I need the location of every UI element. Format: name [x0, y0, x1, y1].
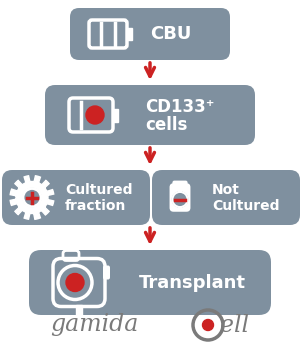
FancyBboxPatch shape	[2, 170, 150, 225]
Circle shape	[23, 188, 41, 207]
Text: fraction: fraction	[65, 200, 126, 214]
Circle shape	[172, 192, 188, 207]
Text: Transplant: Transplant	[139, 274, 246, 291]
Bar	[127, 28, 132, 40]
FancyBboxPatch shape	[172, 180, 188, 187]
Text: Cultured: Cultured	[212, 200, 280, 214]
FancyBboxPatch shape	[70, 8, 230, 60]
Text: ell: ell	[220, 313, 249, 336]
Circle shape	[66, 274, 84, 291]
Text: Cultured: Cultured	[65, 183, 133, 196]
FancyBboxPatch shape	[169, 183, 190, 212]
Text: cells: cells	[145, 116, 188, 134]
FancyBboxPatch shape	[45, 85, 255, 145]
Text: gamida: gamida	[50, 313, 138, 336]
Text: CD133⁺: CD133⁺	[145, 98, 214, 116]
FancyBboxPatch shape	[29, 250, 271, 315]
FancyBboxPatch shape	[152, 170, 300, 225]
Text: Not: Not	[212, 183, 240, 196]
Text: CBU: CBU	[150, 25, 191, 43]
Bar	[76, 304, 82, 314]
Bar	[113, 109, 118, 121]
Circle shape	[202, 319, 214, 331]
Polygon shape	[10, 176, 54, 219]
Circle shape	[86, 106, 104, 124]
FancyBboxPatch shape	[103, 266, 110, 280]
